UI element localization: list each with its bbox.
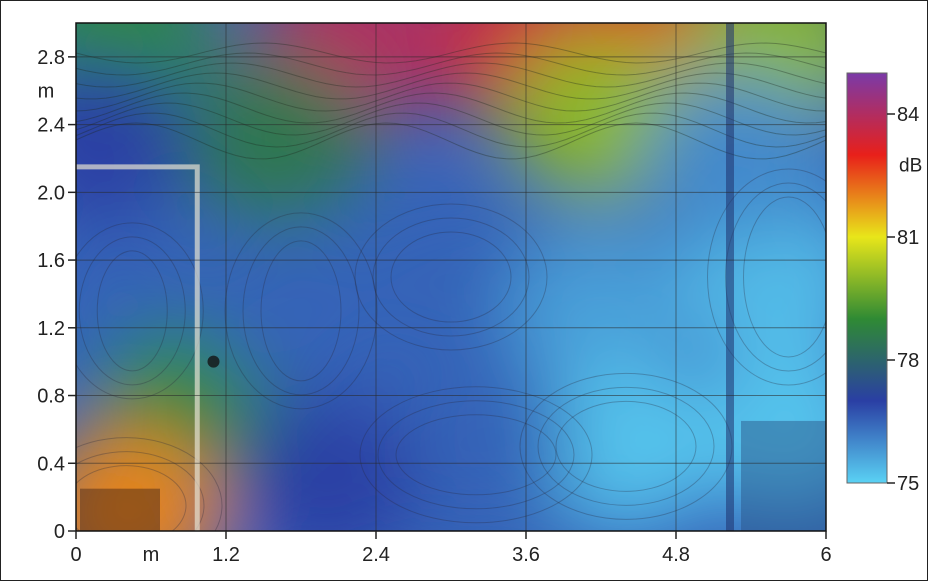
colorbar-tick-label: 78	[897, 350, 919, 372]
contour-line	[76, 437, 223, 531]
heatmap-point	[506, 225, 696, 396]
photo-overlay	[76, 23, 826, 531]
x-tick-label: 0	[70, 544, 81, 566]
vertical-post	[726, 23, 734, 531]
y-tick-label: 0	[54, 521, 65, 543]
y-tick-label: 0.4	[37, 453, 65, 475]
contour-line	[76, 42, 826, 64]
y-axis-label: m	[38, 81, 55, 103]
contour-line	[377, 400, 575, 510]
plot-border	[75, 22, 827, 532]
contour-line	[78, 236, 186, 386]
y-tick-label: 0.8	[37, 386, 65, 408]
contour-line	[395, 414, 557, 496]
y-tick-label: 2.4	[37, 115, 65, 137]
contour-line	[76, 465, 187, 531]
y-tick-label: 1.2	[37, 318, 65, 340]
heatmap-point	[531, 361, 721, 531]
contour-line	[76, 102, 826, 136]
contour-line	[537, 386, 715, 506]
colorbar-gradient	[846, 72, 888, 484]
contour-line	[743, 196, 826, 358]
contour-line	[76, 82, 826, 112]
x-tick-label: 4.8	[662, 544, 690, 566]
plot-area	[75, 22, 827, 532]
contour-line	[96, 250, 168, 372]
contour-line	[76, 72, 826, 100]
contour-line	[555, 400, 697, 492]
heatmap-point	[231, 395, 421, 531]
contour-line	[76, 222, 204, 400]
heatmap-point	[356, 192, 546, 362]
heatmap-point	[643, 73, 826, 244]
contour-line	[390, 231, 512, 323]
door-frame	[76, 164, 200, 531]
contour-lines	[76, 42, 826, 531]
x-tick-label: 6	[820, 544, 831, 566]
contour-line	[242, 226, 360, 396]
heatmap-point	[76, 429, 221, 531]
contour-line	[76, 122, 826, 160]
colorbar-tick-label: 81	[897, 227, 919, 249]
contour-line	[76, 451, 205, 531]
contour-line	[224, 212, 378, 410]
contour-line	[76, 92, 826, 124]
contour-line	[260, 240, 342, 382]
contour-line	[76, 52, 826, 76]
y-tick-label: 2.8	[37, 47, 65, 69]
heatmap-point	[206, 225, 396, 396]
y-tick-label: 1.6	[37, 250, 65, 272]
colorbar-ticks: 75 78 81 84	[887, 104, 919, 495]
heatmap-point	[381, 361, 571, 531]
x-axis-label: m	[143, 544, 160, 566]
heatmap-point	[181, 56, 371, 227]
contour-line	[372, 217, 530, 337]
floor-object	[80, 488, 160, 531]
contour-line	[725, 182, 826, 372]
contour-line	[354, 203, 548, 351]
colorbar-tick-label: 84	[897, 104, 919, 126]
x-axis: 0 1.2 2.4 3.6 4.8 6	[70, 531, 832, 566]
colorbar-tick-label: 75	[897, 473, 919, 495]
contour-line	[359, 386, 593, 524]
y-axis: 0 0.4 0.8 1.2 1.6 2.0 2.4 2.8	[37, 47, 76, 543]
x-tick-label: 2.4	[362, 544, 390, 566]
desk-area	[741, 420, 826, 531]
contour-line	[707, 168, 826, 386]
colorbar: 75 78 81 84 dB	[846, 72, 922, 495]
contour-line	[76, 62, 826, 88]
heatmap-field	[76, 23, 826, 531]
wall-outlet	[207, 355, 220, 368]
x-tick-label: 3.6	[512, 544, 540, 566]
x-tick-label: 1.2	[212, 544, 240, 566]
colorbar-label: dB	[899, 155, 922, 176]
y-tick-label: 2.0	[37, 182, 65, 204]
heatmap-point	[76, 56, 190, 227]
